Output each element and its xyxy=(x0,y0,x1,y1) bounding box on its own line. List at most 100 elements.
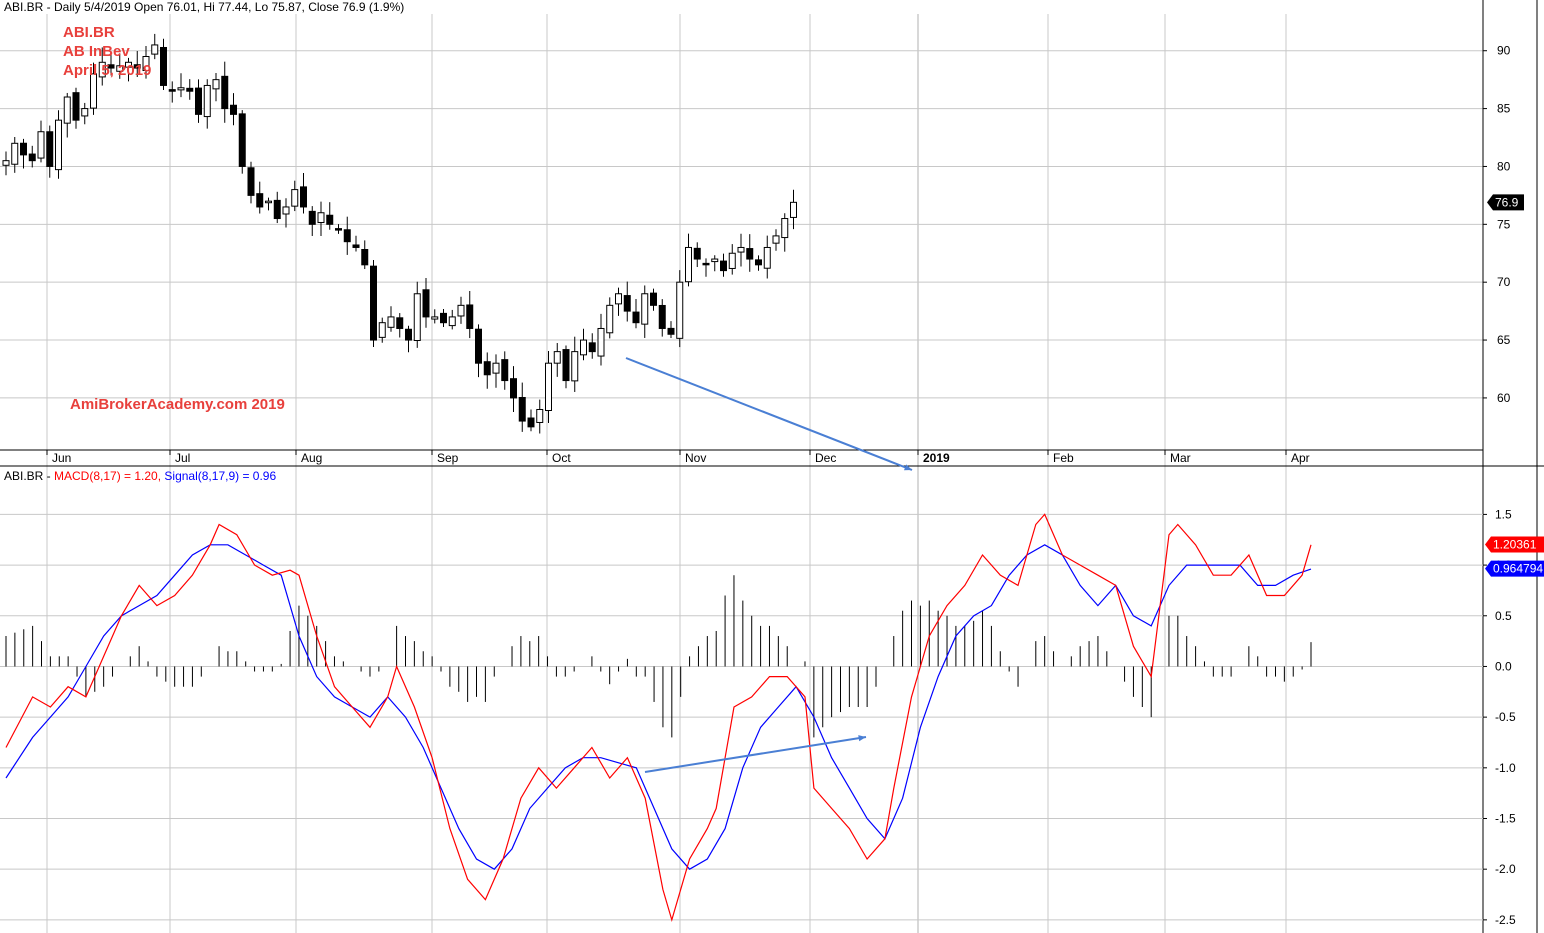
y-tick-label: 60 xyxy=(1497,391,1511,405)
candle-body xyxy=(352,244,360,248)
candle-body xyxy=(116,65,124,72)
candle xyxy=(632,299,640,329)
candle-body xyxy=(571,351,579,382)
candle xyxy=(510,366,517,412)
x-tick-label: Feb xyxy=(1053,451,1074,465)
candle xyxy=(685,233,692,287)
candle xyxy=(282,198,290,228)
candle-body xyxy=(405,328,412,341)
candle xyxy=(448,309,456,330)
candle-body xyxy=(238,113,246,167)
candle xyxy=(308,206,316,236)
candle xyxy=(168,81,176,103)
candle xyxy=(107,54,115,76)
candle-body xyxy=(265,200,272,204)
candle-body xyxy=(466,304,474,329)
candle-body xyxy=(720,260,727,272)
candle-body xyxy=(221,75,229,110)
candle xyxy=(693,242,701,268)
candle-body xyxy=(685,246,692,283)
candle-body xyxy=(728,252,736,269)
candle-body xyxy=(440,312,447,324)
candle-body xyxy=(580,339,587,356)
candle xyxy=(265,197,272,211)
candle xyxy=(46,125,54,178)
signal-line xyxy=(5,544,1312,870)
candle-body xyxy=(623,295,631,312)
candle-body xyxy=(562,349,570,382)
candle-body xyxy=(282,206,290,215)
x-tick-label: Jun xyxy=(52,451,71,465)
candle-body xyxy=(588,342,596,353)
candle xyxy=(230,93,237,126)
x-tick-label: Nov xyxy=(685,451,706,465)
price-header: ABI.BR - Daily 5/4/2019 Open 76.01, Hi 7… xyxy=(4,0,405,14)
candle xyxy=(160,38,167,90)
candle xyxy=(571,336,579,392)
macd-last-label: 1.20361 xyxy=(1493,537,1537,551)
trend-arrows xyxy=(625,357,913,773)
candle xyxy=(755,255,762,271)
candle xyxy=(562,345,570,389)
y-tick-label: 70 xyxy=(1497,275,1511,289)
candle-body xyxy=(422,289,430,318)
candle-body xyxy=(361,249,369,266)
candle-body xyxy=(300,186,307,208)
macd-header-macd: MACD(8,17) = 1.20, xyxy=(54,469,165,483)
candle xyxy=(588,333,596,359)
candle-body xyxy=(545,362,552,411)
candle xyxy=(361,240,369,270)
candle xyxy=(186,79,194,100)
candle xyxy=(125,57,132,82)
candle xyxy=(378,317,386,343)
annotation-symbol: ABI.BR xyxy=(63,24,115,41)
x-tick-label: Aug xyxy=(301,451,322,465)
candle-body xyxy=(98,61,106,78)
candle-body xyxy=(160,46,167,86)
candle-body xyxy=(615,293,622,305)
candle-body xyxy=(658,304,666,329)
y-tick-label: 0.5 xyxy=(1495,609,1512,623)
signal-last-tag xyxy=(1485,560,1544,577)
candle xyxy=(81,102,89,125)
candle-body xyxy=(483,361,491,376)
candle xyxy=(72,87,80,129)
candle-body xyxy=(492,362,500,374)
y-tick-label: 0.0 xyxy=(1495,659,1512,673)
candle xyxy=(20,138,27,169)
candle-body xyxy=(772,235,780,244)
candle-body xyxy=(387,316,395,328)
candle-body xyxy=(291,189,299,207)
candle-body xyxy=(133,64,141,69)
candle-body xyxy=(46,131,54,167)
candle xyxy=(457,296,465,324)
candle-body xyxy=(177,87,185,91)
candle xyxy=(553,343,561,377)
candle xyxy=(37,120,45,163)
candle-body xyxy=(37,131,45,159)
candle xyxy=(650,288,657,311)
candle xyxy=(728,244,736,275)
candle-body xyxy=(790,201,797,218)
candle xyxy=(466,291,474,339)
candle xyxy=(203,79,211,129)
candle xyxy=(658,299,666,337)
watermark: AmiBrokerAcademy.com 2019 xyxy=(70,396,285,413)
candle xyxy=(326,202,334,230)
candle xyxy=(545,351,552,424)
candle-body xyxy=(212,79,220,90)
candle-body xyxy=(641,293,649,325)
candle-body xyxy=(195,87,202,115)
y-tick-label: -0.5 xyxy=(1495,710,1516,724)
candle-body xyxy=(632,311,640,324)
candle xyxy=(763,235,771,279)
y-tick-label: -2.0 xyxy=(1495,862,1516,876)
candle xyxy=(343,216,351,255)
x-tick-label: Mar xyxy=(1170,451,1191,465)
candle-body xyxy=(326,214,334,225)
candle-body xyxy=(781,218,789,239)
price-trend-arrow-head xyxy=(904,464,912,471)
candle-body xyxy=(737,246,745,253)
candle xyxy=(28,145,36,168)
